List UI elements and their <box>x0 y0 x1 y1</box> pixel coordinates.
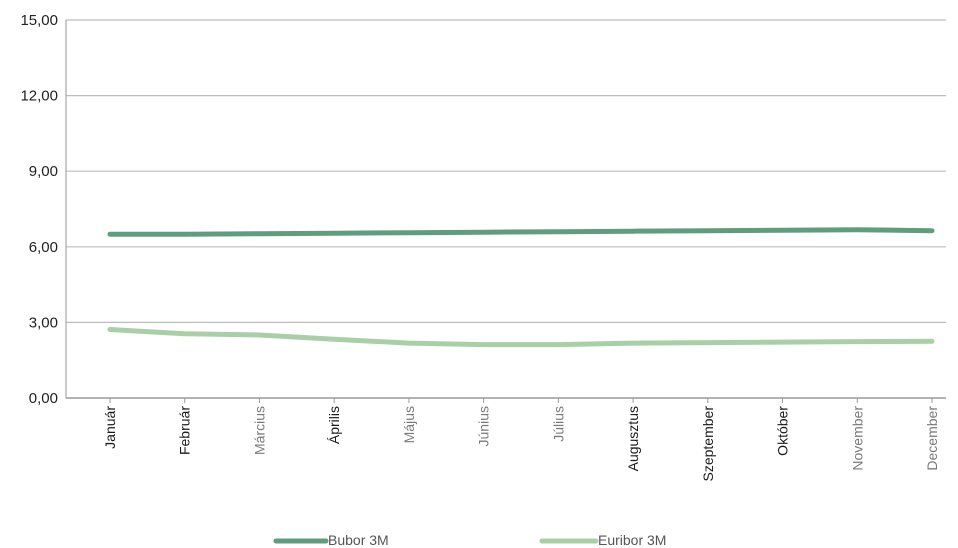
series-line-1 <box>107 227 935 237</box>
x-tick-label: Szeptember <box>700 406 716 482</box>
y-tick-label: 9,00 <box>29 163 58 180</box>
x-tick-label: Január <box>102 406 118 449</box>
x-tick-label: Június <box>476 406 492 446</box>
x-axis-tick-labels: Január Február Március Április Május Június Jú… <box>102 406 940 482</box>
y-tick-label: 15,00 <box>20 12 58 29</box>
x-tick-label: Október <box>775 406 791 456</box>
legend-label: Bubor 3M <box>328 532 389 548</box>
x-tick-label: November <box>849 406 865 471</box>
series-lines <box>107 227 935 348</box>
x-tick-label: Április <box>326 406 342 444</box>
legend: Bubor 3M Euribor 3M <box>273 532 666 548</box>
axes <box>65 20 946 403</box>
x-tick-label: Május <box>401 406 417 443</box>
legend-label: Euribor 3M <box>598 532 666 548</box>
y-axis-tick-labels: 0,00 3,00 6,00 9,00 12,00 15,00 <box>20 12 58 407</box>
x-tick-label: Augusztus <box>625 406 641 471</box>
y-tick-label: 12,00 <box>20 88 58 105</box>
x-tick-label: Július <box>550 406 566 442</box>
series-line-2 <box>107 327 935 348</box>
y-tick-label: 3,00 <box>29 314 58 331</box>
x-tick-label: Március <box>251 406 267 455</box>
gridlines <box>66 19 946 323</box>
x-tick-label: December <box>924 406 940 471</box>
y-tick-label: 6,00 <box>29 239 58 256</box>
x-tick-label: Február <box>177 406 193 455</box>
y-tick-label: 0,00 <box>29 390 58 407</box>
